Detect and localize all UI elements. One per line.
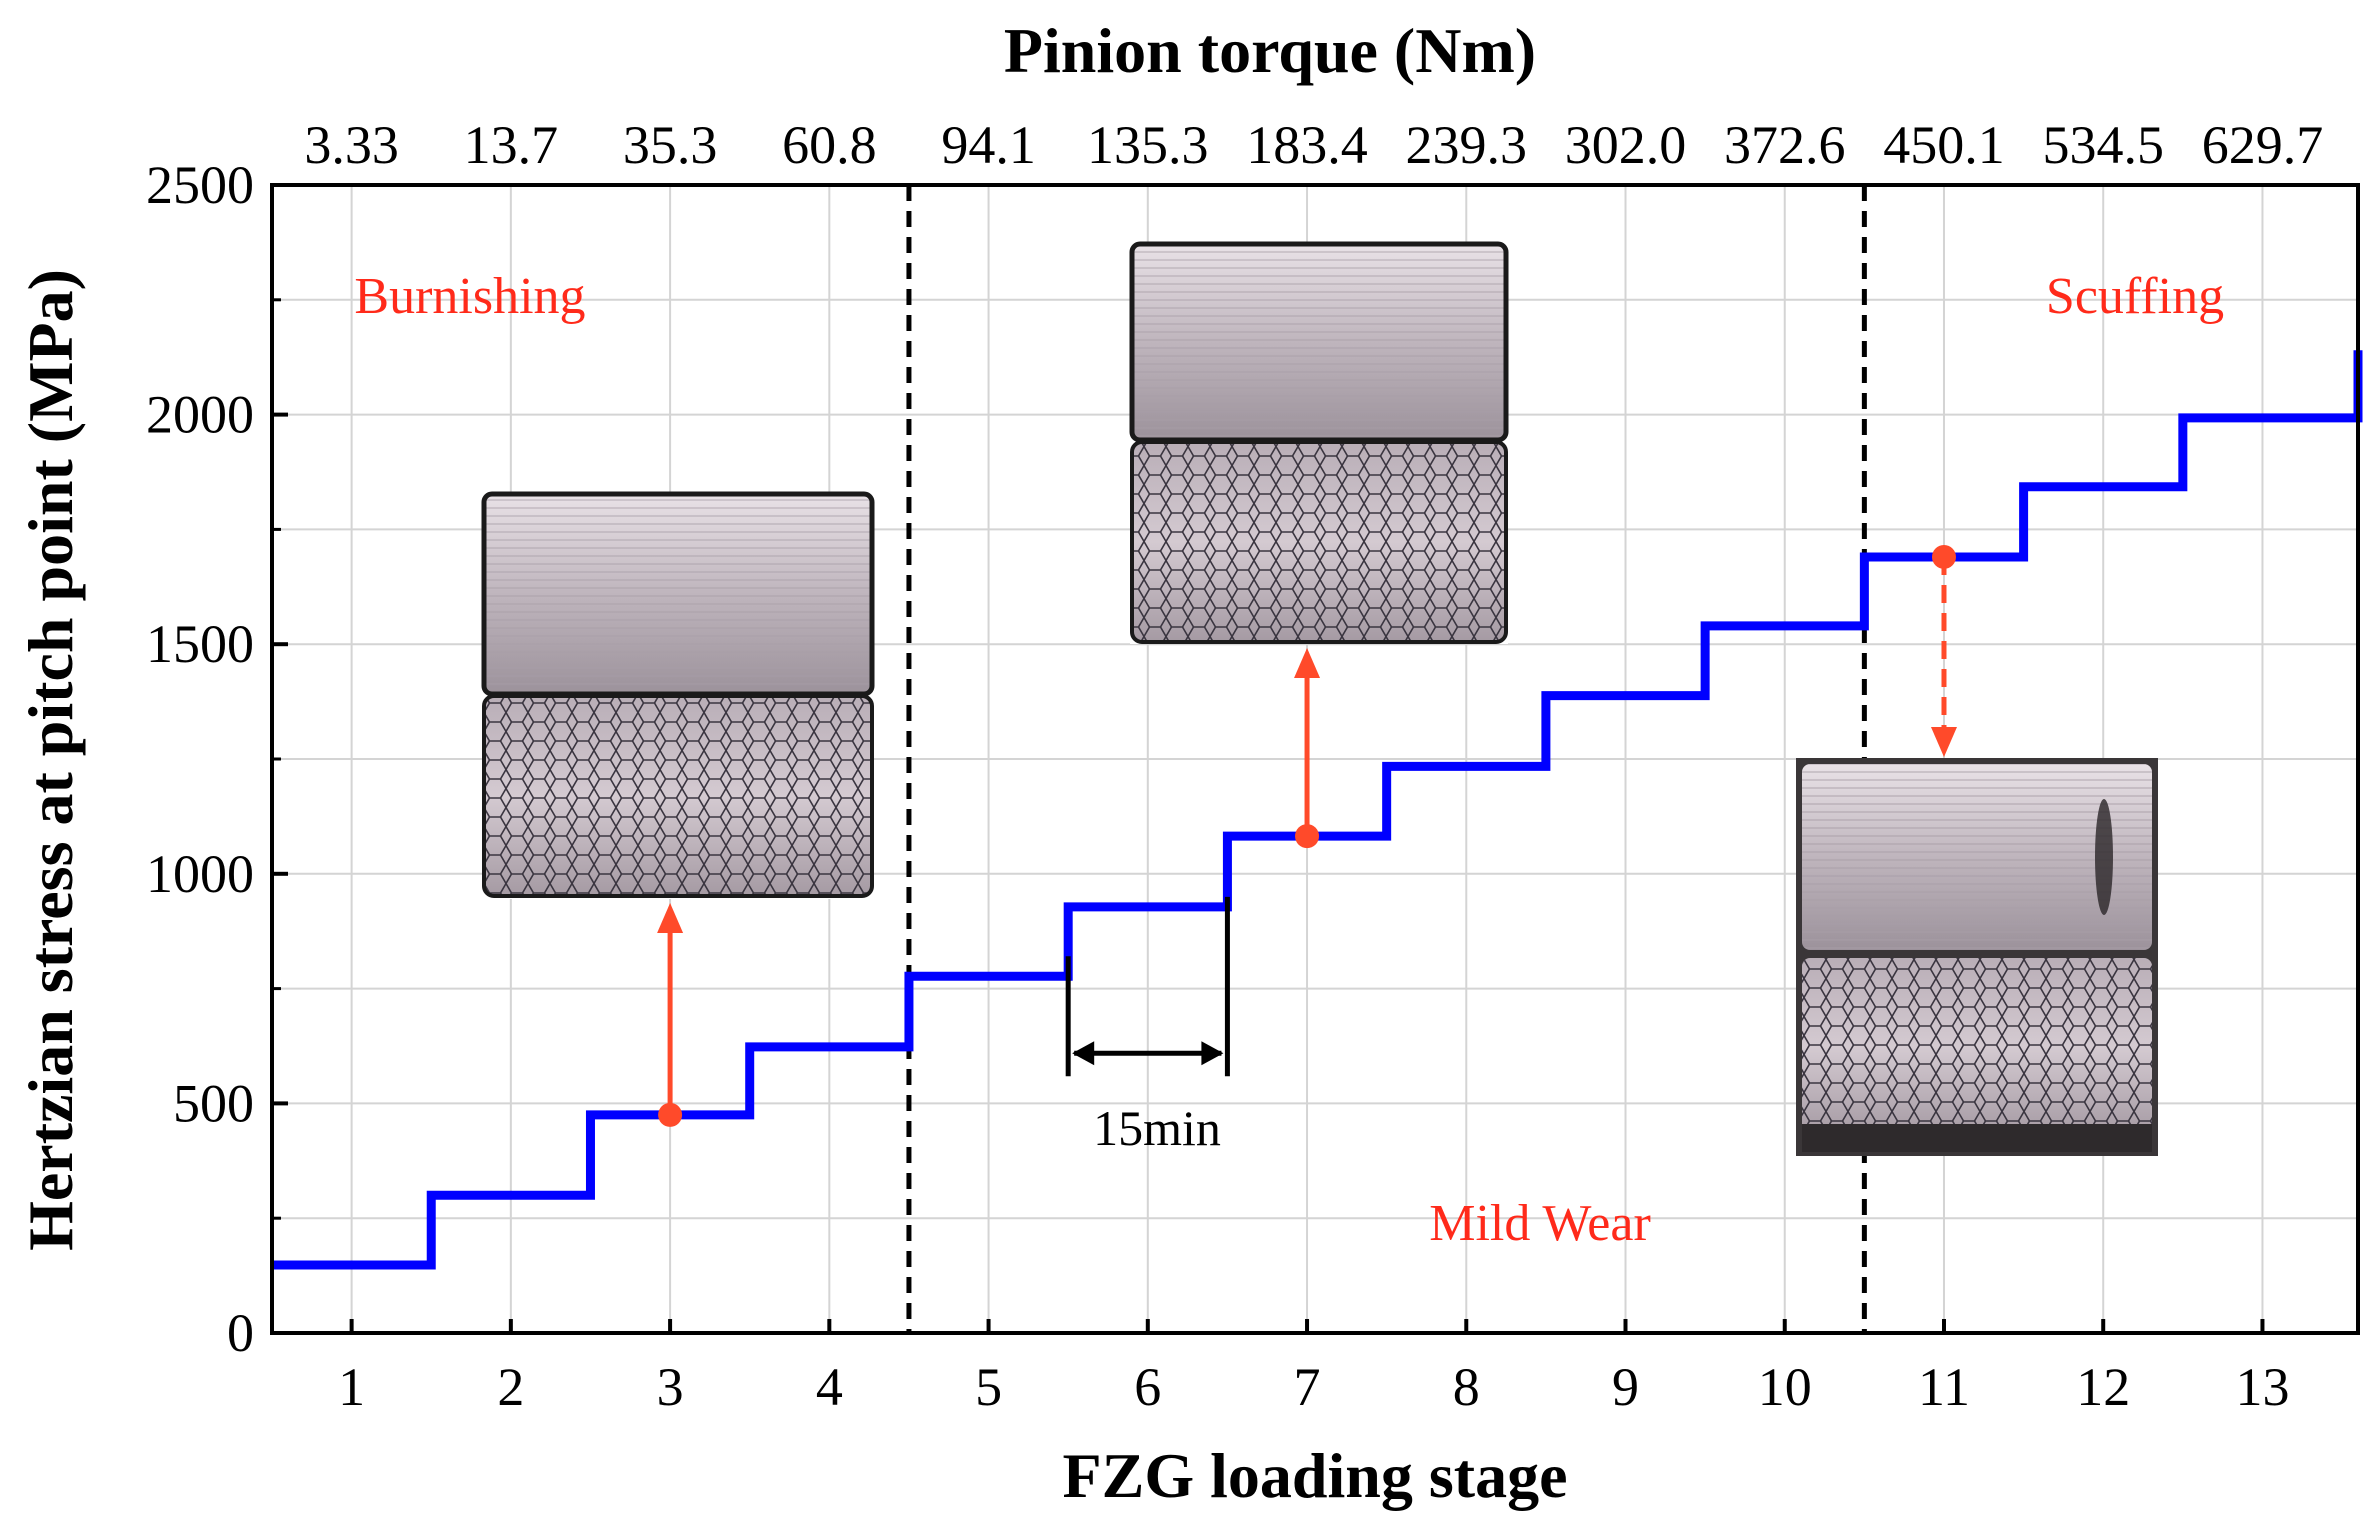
- x-tick-label: 7: [1294, 1357, 1321, 1417]
- top-tick-label: 60.8: [782, 115, 877, 175]
- y-tick-label: 1500: [146, 614, 254, 674]
- duration-arrowhead-right: [1201, 1041, 1224, 1066]
- data-marker-dot: [1931, 544, 1956, 569]
- duration-arrowhead-left: [1072, 1041, 1095, 1066]
- x-tick-label: 13: [2235, 1357, 2289, 1417]
- x-tick-label: 8: [1453, 1357, 1480, 1417]
- x-tick-label: 11: [1918, 1357, 1970, 1417]
- x-tick-label: 3: [657, 1357, 684, 1417]
- top-tick-label: 450.1: [1883, 115, 2005, 175]
- top-tick-label: 3.33: [304, 115, 399, 175]
- duration-label: 15min: [1093, 1100, 1221, 1156]
- top-tick-label: 135.3: [1087, 115, 1209, 175]
- photo-pointer-arrowhead: [657, 903, 684, 933]
- y-tick-label: 1000: [146, 844, 254, 904]
- x-tick-label: 1: [338, 1357, 365, 1417]
- top-tick-label: 629.7: [2202, 115, 2324, 175]
- photo-inset-scuffing: [1796, 758, 2158, 1156]
- photo-inset-burnishing: [481, 491, 875, 899]
- y-tick-label: 0: [227, 1303, 254, 1363]
- top-axis-title: Pinion torque (Nm): [1004, 15, 1536, 86]
- x-tick-label: 6: [1134, 1357, 1161, 1417]
- x-tick-label: 5: [975, 1357, 1002, 1417]
- photo-pointer-arrowhead: [1294, 648, 1321, 678]
- series-layer: [272, 350, 2363, 1270]
- photo-inset-mild-wear: [1129, 241, 1509, 644]
- x-axis-title: FZG loading stage: [1063, 1440, 1568, 1511]
- tick-layer: 0 500 1000 1500 2000 2500 1 3.33 2 13.7 3 35.3 4 60.8…: [146, 115, 2323, 1417]
- x-tick-label: 2: [497, 1357, 524, 1417]
- x-tick-label: 10: [1758, 1357, 1812, 1417]
- x-tick-label: 9: [1612, 1357, 1639, 1417]
- top-tick-label: 94.1: [941, 115, 1036, 175]
- top-tick-label: 35.3: [623, 115, 718, 175]
- top-tick-label: 183.4: [1246, 115, 1368, 175]
- x-tick-label: 4: [816, 1357, 843, 1417]
- y-tick-label: 500: [173, 1073, 254, 1133]
- top-tick-label: 302.0: [1565, 115, 1687, 175]
- x-tick-label: 12: [2076, 1357, 2130, 1417]
- data-marker-dot: [658, 1102, 683, 1127]
- y-tick-label: 2000: [146, 385, 254, 445]
- top-tick-label: 13.7: [464, 115, 559, 175]
- y-tick-label: 2500: [146, 155, 254, 215]
- top-tick-label: 372.6: [1724, 115, 1846, 175]
- region-label-mild-wear: Mild Wear: [1429, 1195, 1651, 1252]
- y-axis-title: Hertzian stress at pitch point (MPa): [15, 269, 86, 1251]
- stress-step-line: [272, 350, 2363, 1270]
- annotation-layer: [657, 544, 1957, 1127]
- region-label-burnishing: Burnishing: [354, 268, 585, 325]
- photo-pointer-arrowhead: [1930, 727, 1957, 757]
- data-marker-dot: [1295, 824, 1320, 849]
- region-label-scuffing: Scuffing: [2046, 268, 2224, 325]
- top-tick-label: 239.3: [1406, 115, 1528, 175]
- top-tick-label: 534.5: [2042, 115, 2164, 175]
